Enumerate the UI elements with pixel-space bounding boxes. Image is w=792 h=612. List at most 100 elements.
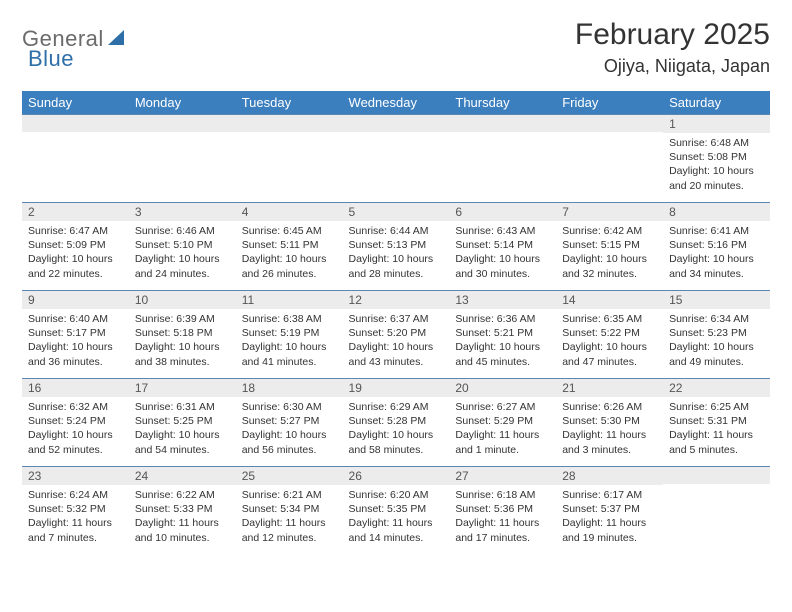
day-cell: 26Sunrise: 6:20 AMSunset: 5:35 PMDayligh… [343, 467, 450, 555]
day-number: 20 [449, 379, 556, 397]
sunset-text: Sunset: 5:35 PM [349, 502, 444, 516]
sunset-text: Sunset: 5:24 PM [28, 414, 123, 428]
sunrise-text: Sunrise: 6:29 AM [349, 400, 444, 414]
day-cell: 11Sunrise: 6:38 AMSunset: 5:19 PMDayligh… [236, 291, 343, 379]
daylight-text: Daylight: 10 hours and 20 minutes. [669, 164, 764, 192]
day-cell: 1Sunrise: 6:48 AMSunset: 5:08 PMDaylight… [663, 115, 770, 203]
day-number [449, 115, 556, 132]
daylight-text: Daylight: 10 hours and 28 minutes. [349, 252, 444, 280]
sunrise-text: Sunrise: 6:20 AM [349, 488, 444, 502]
sunset-text: Sunset: 5:08 PM [669, 150, 764, 164]
day-cell: 12Sunrise: 6:37 AMSunset: 5:20 PMDayligh… [343, 291, 450, 379]
day-number: 1 [663, 115, 770, 133]
day-body [556, 132, 663, 192]
sunset-text: Sunset: 5:14 PM [455, 238, 550, 252]
day-body: Sunrise: 6:42 AMSunset: 5:15 PMDaylight:… [556, 221, 663, 285]
logo-text-blue: Blue [28, 46, 74, 71]
day-number: 22 [663, 379, 770, 397]
sunrise-text: Sunrise: 6:32 AM [28, 400, 123, 414]
sunset-text: Sunset: 5:11 PM [242, 238, 337, 252]
day-body: Sunrise: 6:40 AMSunset: 5:17 PMDaylight:… [22, 309, 129, 373]
daylight-text: Daylight: 10 hours and 52 minutes. [28, 428, 123, 456]
sunset-text: Sunset: 5:13 PM [349, 238, 444, 252]
day-body: Sunrise: 6:43 AMSunset: 5:14 PMDaylight:… [449, 221, 556, 285]
day-number: 12 [343, 291, 450, 309]
sunset-text: Sunset: 5:15 PM [562, 238, 657, 252]
day-number: 6 [449, 203, 556, 221]
day-body: Sunrise: 6:20 AMSunset: 5:35 PMDaylight:… [343, 485, 450, 549]
sunset-text: Sunset: 5:28 PM [349, 414, 444, 428]
day-number: 8 [663, 203, 770, 221]
day-body: Sunrise: 6:26 AMSunset: 5:30 PMDaylight:… [556, 397, 663, 461]
week-row: 2Sunrise: 6:47 AMSunset: 5:09 PMDaylight… [22, 203, 770, 291]
sunrise-text: Sunrise: 6:25 AM [669, 400, 764, 414]
sunset-text: Sunset: 5:17 PM [28, 326, 123, 340]
day-cell: 19Sunrise: 6:29 AMSunset: 5:28 PMDayligh… [343, 379, 450, 467]
day-number [236, 115, 343, 132]
day-number [129, 115, 236, 132]
day-number: 2 [22, 203, 129, 221]
day-cell-empty [129, 115, 236, 203]
weekday-sunday: Sunday [22, 91, 129, 115]
day-body: Sunrise: 6:41 AMSunset: 5:16 PMDaylight:… [663, 221, 770, 285]
day-cell: 13Sunrise: 6:36 AMSunset: 5:21 PMDayligh… [449, 291, 556, 379]
day-body: Sunrise: 6:46 AMSunset: 5:10 PMDaylight:… [129, 221, 236, 285]
logo-sail-icon [108, 28, 128, 51]
day-number: 11 [236, 291, 343, 309]
day-number: 7 [556, 203, 663, 221]
week-row: 9Sunrise: 6:40 AMSunset: 5:17 PMDaylight… [22, 291, 770, 379]
sunset-text: Sunset: 5:30 PM [562, 414, 657, 428]
sunrise-text: Sunrise: 6:37 AM [349, 312, 444, 326]
day-body [22, 132, 129, 192]
day-body: Sunrise: 6:29 AMSunset: 5:28 PMDaylight:… [343, 397, 450, 461]
daylight-text: Daylight: 10 hours and 38 minutes. [135, 340, 230, 368]
sunset-text: Sunset: 5:09 PM [28, 238, 123, 252]
sunset-text: Sunset: 5:16 PM [669, 238, 764, 252]
day-cell: 20Sunrise: 6:27 AMSunset: 5:29 PMDayligh… [449, 379, 556, 467]
sunrise-text: Sunrise: 6:41 AM [669, 224, 764, 238]
day-number: 26 [343, 467, 450, 485]
day-body: Sunrise: 6:39 AMSunset: 5:18 PMDaylight:… [129, 309, 236, 373]
day-cell: 3Sunrise: 6:46 AMSunset: 5:10 PMDaylight… [129, 203, 236, 291]
sunrise-text: Sunrise: 6:39 AM [135, 312, 230, 326]
weekday-header-row: SundayMondayTuesdayWednesdayThursdayFrid… [22, 91, 770, 115]
day-cell: 15Sunrise: 6:34 AMSunset: 5:23 PMDayligh… [663, 291, 770, 379]
sunset-text: Sunset: 5:10 PM [135, 238, 230, 252]
month-title: February 2025 [575, 18, 770, 52]
daylight-text: Daylight: 10 hours and 45 minutes. [455, 340, 550, 368]
daylight-text: Daylight: 10 hours and 56 minutes. [242, 428, 337, 456]
day-cell: 2Sunrise: 6:47 AMSunset: 5:09 PMDaylight… [22, 203, 129, 291]
day-body: Sunrise: 6:48 AMSunset: 5:08 PMDaylight:… [663, 133, 770, 197]
weekday-tuesday: Tuesday [236, 91, 343, 115]
sunrise-text: Sunrise: 6:24 AM [28, 488, 123, 502]
daylight-text: Daylight: 10 hours and 24 minutes. [135, 252, 230, 280]
day-cell-empty [236, 115, 343, 203]
day-number [556, 115, 663, 132]
day-cell: 14Sunrise: 6:35 AMSunset: 5:22 PMDayligh… [556, 291, 663, 379]
day-cell: 5Sunrise: 6:44 AMSunset: 5:13 PMDaylight… [343, 203, 450, 291]
daylight-text: Daylight: 10 hours and 47 minutes. [562, 340, 657, 368]
day-cell: 7Sunrise: 6:42 AMSunset: 5:15 PMDaylight… [556, 203, 663, 291]
day-body: Sunrise: 6:44 AMSunset: 5:13 PMDaylight:… [343, 221, 450, 285]
day-cell: 18Sunrise: 6:30 AMSunset: 5:27 PMDayligh… [236, 379, 343, 467]
day-cell: 25Sunrise: 6:21 AMSunset: 5:34 PMDayligh… [236, 467, 343, 555]
day-body: Sunrise: 6:24 AMSunset: 5:32 PMDaylight:… [22, 485, 129, 549]
day-number: 4 [236, 203, 343, 221]
calendar-table: SundayMondayTuesdayWednesdayThursdayFrid… [22, 91, 770, 555]
day-body [129, 132, 236, 192]
day-body [343, 132, 450, 192]
weekday-saturday: Saturday [663, 91, 770, 115]
daylight-text: Daylight: 11 hours and 3 minutes. [562, 428, 657, 456]
day-body: Sunrise: 6:36 AMSunset: 5:21 PMDaylight:… [449, 309, 556, 373]
day-body: Sunrise: 6:22 AMSunset: 5:33 PMDaylight:… [129, 485, 236, 549]
week-row: 23Sunrise: 6:24 AMSunset: 5:32 PMDayligh… [22, 467, 770, 555]
day-cell: 21Sunrise: 6:26 AMSunset: 5:30 PMDayligh… [556, 379, 663, 467]
week-row: 16Sunrise: 6:32 AMSunset: 5:24 PMDayligh… [22, 379, 770, 467]
week-row: 1Sunrise: 6:48 AMSunset: 5:08 PMDaylight… [22, 115, 770, 203]
day-cell-empty [663, 467, 770, 555]
daylight-text: Daylight: 10 hours and 26 minutes. [242, 252, 337, 280]
weekday-wednesday: Wednesday [343, 91, 450, 115]
daylight-text: Daylight: 10 hours and 30 minutes. [455, 252, 550, 280]
day-body: Sunrise: 6:37 AMSunset: 5:20 PMDaylight:… [343, 309, 450, 373]
day-number: 21 [556, 379, 663, 397]
